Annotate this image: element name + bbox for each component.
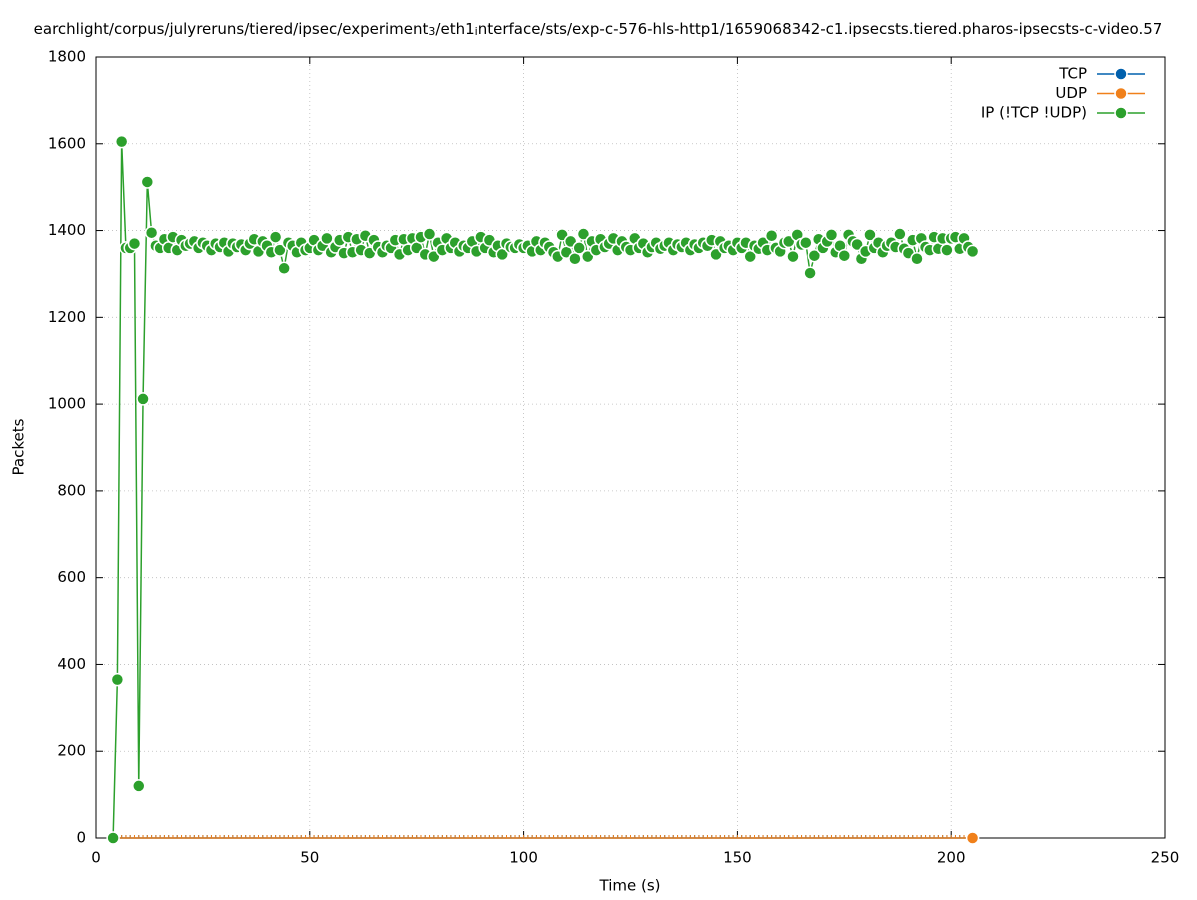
title-part: earchlight/corpus/julyreruns/tiered/ipse…: [34, 20, 429, 38]
title-part: /eth1: [435, 20, 474, 38]
data-point: [863, 228, 877, 242]
y-tick-label: 1000: [48, 395, 86, 413]
legend-label: UDP: [1055, 84, 1087, 102]
data-point: [807, 248, 822, 263]
data-point: [786, 249, 800, 264]
data-point: [136, 392, 150, 406]
y-tick-label: 1600: [48, 134, 86, 152]
data-point: [140, 175, 155, 189]
data-point: [910, 252, 924, 266]
x-tick-label: 150: [723, 849, 752, 867]
x-tick-label: 100: [509, 849, 538, 867]
data-point: [824, 228, 839, 242]
x-tick-label: 200: [937, 849, 966, 867]
data-point: [127, 236, 142, 251]
x-axis-label: Time (s): [599, 877, 661, 895]
legend-marker: [1114, 106, 1128, 120]
chart-title: earchlight/corpus/julyreruns/tiered/ipse…: [34, 20, 1163, 39]
data-point: [106, 831, 120, 845]
legend-marker: [1114, 67, 1128, 81]
data-point: [422, 227, 437, 241]
title-subscript: i: [475, 25, 478, 38]
y-axis-label: Packets: [10, 418, 28, 475]
data-point: [132, 779, 146, 793]
y-tick-label: 1400: [48, 221, 86, 239]
y-tick-label: 0: [76, 829, 86, 847]
y-tick-label: 600: [57, 568, 86, 586]
data-point: [965, 244, 980, 259]
x-tick-label: 50: [300, 849, 319, 867]
title-part: nterface/sts/exp-c-576-hls-http1/1659068…: [478, 20, 1163, 38]
data-point: [850, 237, 864, 252]
data-point: [273, 243, 287, 257]
data-point: [110, 672, 125, 687]
data-point: [965, 831, 980, 845]
data-point: [277, 261, 291, 276]
legend-marker: [1114, 86, 1128, 101]
x-tick-label: 250: [1151, 849, 1180, 867]
data-point: [764, 229, 779, 243]
y-tick-label: 200: [57, 742, 86, 760]
data-point: [320, 231, 334, 246]
y-tick-label: 1800: [48, 48, 86, 66]
y-tick-label: 800: [57, 481, 86, 499]
y-tick-label: 1200: [48, 308, 86, 326]
data-point: [572, 241, 586, 255]
data-point: [837, 248, 852, 263]
y-tick-label: 400: [57, 655, 86, 673]
data-point: [799, 235, 813, 250]
title-subscript: 3: [428, 25, 435, 38]
legend-label: IP (!TCP !UDP): [981, 104, 1087, 122]
legend-label: TCP: [1058, 65, 1087, 83]
data-point: [803, 266, 817, 280]
data-point: [940, 243, 954, 257]
data-point: [893, 227, 907, 241]
data-point: [144, 225, 159, 240]
data-point: [114, 134, 129, 149]
x-tick-label: 0: [91, 849, 101, 867]
data-point: [576, 227, 591, 241]
data-point: [268, 230, 283, 244]
